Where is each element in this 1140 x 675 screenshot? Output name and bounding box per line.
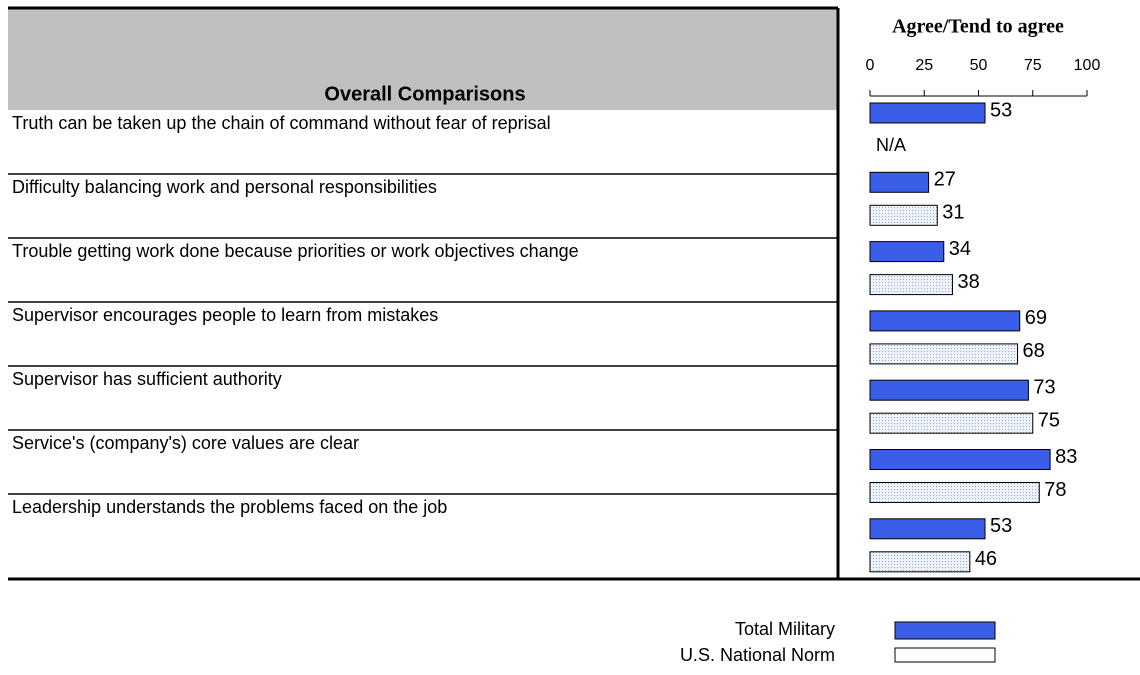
header-bg [8,8,838,110]
row-label: Service's (company's) core values are cl… [12,433,359,453]
value-label: 69 [1025,307,1047,329]
table-title: Overall Comparisons [324,83,525,105]
value-label: 53 [990,515,1012,537]
bar [869,102,986,124]
x-tick-label: 0 [866,57,875,74]
value-label: 38 [957,271,979,293]
row-label: Difficulty balancing work and personal r… [12,177,437,197]
legend-label: U.S. National Norm [680,645,835,665]
row-label: Truth can be taken up the chain of comma… [12,113,551,133]
bar [869,551,971,573]
value-label: 46 [975,548,997,570]
value-label: 53 [990,99,1012,121]
x-tick-label: 50 [970,57,988,74]
value-label: 68 [1023,340,1045,362]
legend-swatch [894,621,996,640]
value-label: N/A [876,135,906,155]
axis-title: Agree/Tend to agree [892,16,1064,38]
bar [869,379,1029,401]
bar [869,274,953,296]
row-label: Supervisor has sufficient authority [12,369,282,389]
value-label: 31 [942,202,964,224]
legend-label: Total Military [735,619,835,639]
x-tick-label: 25 [915,57,933,74]
value-label: 78 [1044,479,1066,501]
x-tick-label: 75 [1024,57,1042,74]
bar [869,204,938,226]
value-label: 73 [1033,376,1055,398]
bar [869,310,1021,332]
row-label: Leadership understands the problems face… [12,497,447,517]
legend-swatch [894,647,996,663]
bar [869,343,1019,365]
bar [869,449,1051,470]
bar [869,482,1040,503]
bar [869,241,945,263]
x-tick-label: 100 [1074,57,1101,74]
value-label: 27 [934,169,956,191]
value-label: 75 [1038,409,1060,431]
value-label: 34 [949,238,971,260]
value-label: 83 [1055,446,1077,468]
bar [869,171,930,193]
bar [869,518,986,540]
bar [869,412,1034,434]
row-label: Trouble getting work done because priori… [12,241,579,261]
row-label: Supervisor encourages people to learn fr… [12,305,438,325]
